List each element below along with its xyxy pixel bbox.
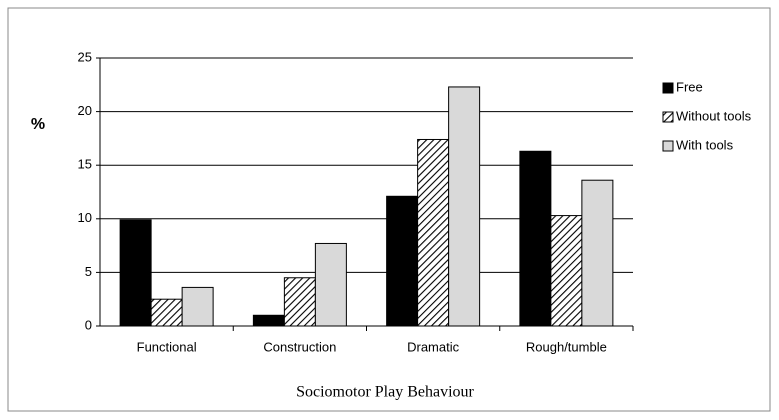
y-tick-label: 10 <box>78 210 92 225</box>
bar <box>581 179 614 327</box>
bar <box>119 219 152 327</box>
bar <box>386 195 419 327</box>
legend-swatch <box>662 111 674 123</box>
x-tick-label: Functional <box>137 339 197 354</box>
legend-label: With tools <box>676 137 734 152</box>
y-tick-label: 20 <box>78 103 92 118</box>
y-tick-label: 25 <box>78 49 92 64</box>
legend-label: Free <box>676 79 703 94</box>
legend-swatch <box>662 82 674 94</box>
bar <box>283 277 316 327</box>
bar <box>550 215 583 327</box>
y-tick-label: 0 <box>85 317 92 332</box>
bar <box>448 86 481 327</box>
legend-label: Without tools <box>676 108 752 123</box>
legend-swatch <box>662 140 674 152</box>
bar <box>252 314 285 327</box>
x-tick-label: Rough/tumble <box>526 339 607 354</box>
bar <box>150 298 183 327</box>
x-tick-label: Construction <box>263 339 336 354</box>
bar <box>181 286 214 327</box>
bar <box>417 138 450 327</box>
bar <box>314 242 347 327</box>
y-tick-label: 15 <box>78 157 92 172</box>
x-tick-label: Dramatic <box>407 339 460 354</box>
y-axis-label: % <box>31 116 45 133</box>
x-axis-label: Sociomotor Play Behaviour <box>296 384 474 401</box>
bar <box>519 150 552 327</box>
y-tick-label: 5 <box>85 264 92 279</box>
frame <box>7 7 771 412</box>
